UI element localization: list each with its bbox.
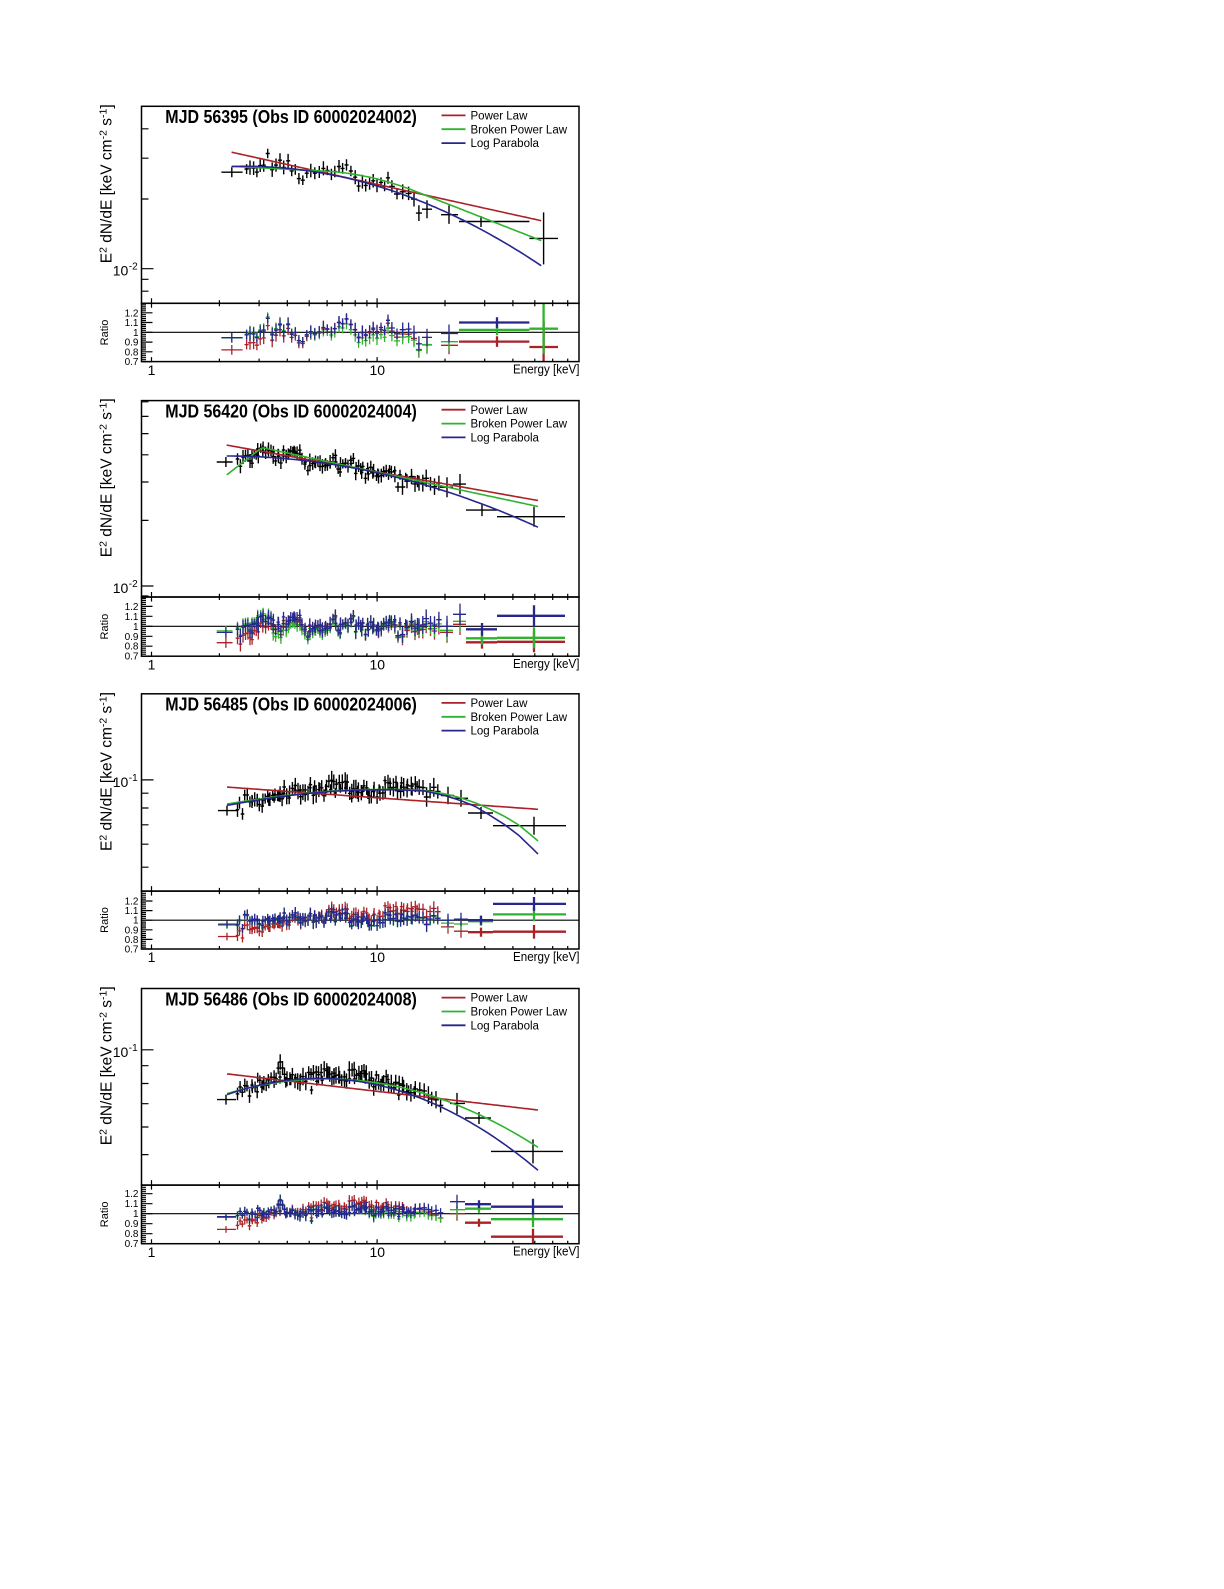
svg-text:Broken Power Law: Broken Power Law bbox=[471, 124, 568, 136]
svg-text:Energy [keV]: Energy [keV] bbox=[513, 657, 580, 671]
svg-text:Energy [keV]: Energy [keV] bbox=[513, 1245, 580, 1259]
svg-text:E2 dN/dE [keV cm-2 s-1]: E2 dN/dE [keV cm-2 s-1] bbox=[98, 692, 116, 851]
svg-text:0.7: 0.7 bbox=[125, 357, 139, 368]
svg-text:0.8: 0.8 bbox=[125, 347, 139, 358]
svg-text:Broken Power Law: Broken Power Law bbox=[471, 712, 568, 724]
svg-text:0.7: 0.7 bbox=[125, 945, 139, 956]
svg-text:1: 1 bbox=[133, 622, 139, 633]
svg-text:1: 1 bbox=[148, 362, 156, 378]
svg-text:Ratio: Ratio bbox=[99, 614, 111, 640]
svg-text:1: 1 bbox=[133, 1209, 139, 1220]
svg-text:0.9: 0.9 bbox=[125, 632, 139, 643]
svg-text:Power Law: Power Law bbox=[471, 698, 529, 710]
svg-text:1: 1 bbox=[148, 656, 156, 672]
svg-text:Broken Power Law: Broken Power Law bbox=[471, 419, 568, 431]
svg-text:Energy [keV]: Energy [keV] bbox=[513, 363, 580, 377]
svg-text:10: 10 bbox=[113, 580, 129, 596]
svg-text:0.7: 0.7 bbox=[125, 1239, 139, 1250]
svg-text:10: 10 bbox=[113, 263, 129, 279]
svg-text:1.2: 1.2 bbox=[125, 897, 139, 908]
svg-text:0.9: 0.9 bbox=[125, 338, 139, 349]
svg-text:Broken Power Law: Broken Power Law bbox=[471, 1007, 568, 1019]
svg-text:Log Parabola: Log Parabola bbox=[471, 726, 540, 738]
svg-text:1: 1 bbox=[148, 949, 156, 965]
svg-text:MJD 56486 (Obs ID 60002024008): MJD 56486 (Obs ID 60002024008) bbox=[165, 989, 417, 1009]
svg-text:E2 dN/dE [keV cm-2 s-1]: E2 dN/dE [keV cm-2 s-1] bbox=[98, 104, 116, 263]
svg-text:-1: -1 bbox=[129, 773, 138, 784]
svg-text:Ratio: Ratio bbox=[99, 907, 111, 933]
svg-text:10: 10 bbox=[370, 949, 386, 965]
svg-text:MJD 56485 (Obs ID 60002024006): MJD 56485 (Obs ID 60002024006) bbox=[165, 695, 417, 715]
svg-text:E2 dN/dE [keV cm-2 s-1]: E2 dN/dE [keV cm-2 s-1] bbox=[98, 398, 116, 557]
svg-text:Power Law: Power Law bbox=[471, 405, 529, 417]
svg-text:-1: -1 bbox=[129, 1043, 138, 1054]
svg-text:Log Parabola: Log Parabola bbox=[471, 433, 540, 445]
svg-text:1.1: 1.1 bbox=[125, 612, 139, 623]
svg-text:Log Parabola: Log Parabola bbox=[471, 138, 540, 150]
svg-text:1.2: 1.2 bbox=[125, 602, 139, 613]
svg-text:Energy [keV]: Energy [keV] bbox=[513, 950, 580, 964]
svg-text:10: 10 bbox=[370, 362, 386, 378]
svg-text:Ratio: Ratio bbox=[99, 1202, 111, 1228]
svg-text:1: 1 bbox=[148, 1244, 156, 1260]
svg-text:10: 10 bbox=[113, 774, 129, 790]
svg-text:1.1: 1.1 bbox=[125, 906, 139, 917]
svg-text:MJD 56395 (Obs ID 60002024002): MJD 56395 (Obs ID 60002024002) bbox=[165, 107, 417, 127]
svg-text:0.9: 0.9 bbox=[125, 925, 139, 936]
svg-text:0.8: 0.8 bbox=[125, 642, 139, 653]
svg-text:0.8: 0.8 bbox=[125, 1229, 139, 1240]
svg-text:0.7: 0.7 bbox=[125, 652, 139, 663]
svg-text:-2: -2 bbox=[129, 579, 138, 590]
svg-text:0.9: 0.9 bbox=[125, 1219, 139, 1230]
svg-text:1.1: 1.1 bbox=[125, 318, 139, 329]
svg-text:-2: -2 bbox=[129, 262, 138, 273]
svg-text:0.8: 0.8 bbox=[125, 935, 139, 946]
svg-text:10: 10 bbox=[113, 1044, 129, 1060]
svg-text:1.2: 1.2 bbox=[125, 1189, 139, 1200]
svg-text:Log Parabola: Log Parabola bbox=[471, 1020, 540, 1032]
svg-text:10: 10 bbox=[370, 1244, 386, 1260]
svg-text:1: 1 bbox=[133, 916, 139, 927]
svg-text:MJD 56420 (Obs ID 60002024004): MJD 56420 (Obs ID 60002024004) bbox=[165, 402, 417, 422]
svg-text:10: 10 bbox=[370, 656, 386, 672]
svg-text:1: 1 bbox=[133, 328, 139, 339]
svg-text:E2 dN/dE [keV cm-2 s-1]: E2 dN/dE [keV cm-2 s-1] bbox=[98, 986, 116, 1145]
svg-text:1.1: 1.1 bbox=[125, 1199, 139, 1210]
svg-text:Ratio: Ratio bbox=[99, 320, 111, 346]
svg-text:Power Law: Power Law bbox=[471, 111, 529, 123]
svg-text:Power Law: Power Law bbox=[471, 993, 529, 1005]
svg-text:1.2: 1.2 bbox=[125, 308, 139, 319]
